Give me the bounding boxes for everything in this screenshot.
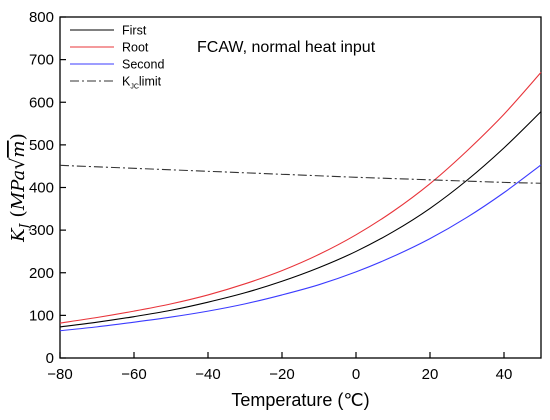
y-tick-label: 400 [29, 180, 54, 197]
x-tick-label: −40 [195, 366, 220, 383]
y-axis-title-text: KJ (MPa√m) [7, 133, 31, 243]
series-line-kjc-limit [59, 164, 542, 184]
legend-item: KJClimit [70, 75, 162, 91]
x-tick-label: −20 [269, 366, 294, 383]
legend-label: Root [122, 41, 149, 55]
chart-annotation: FCAW, normal heat input [197, 39, 376, 56]
y-tick-label: 100 [29, 307, 54, 324]
legend-label: Second [122, 58, 164, 72]
y-tick-label: 600 [29, 94, 54, 111]
legend-item: Second [70, 58, 164, 72]
series-line-root [59, 72, 542, 324]
y-axis: 0 100 200 300 400 500 600 700 800 [29, 9, 66, 367]
legend-item: Root [70, 41, 149, 55]
series-layer [59, 72, 542, 332]
y-axis-title: KJ (MPa√m) [7, 133, 31, 243]
x-axis-title: Temperature (℃) [231, 390, 369, 410]
x-tick-label: 40 [496, 366, 513, 383]
y-tick-label: 700 [29, 52, 54, 69]
legend: First Root Second KJClimit [70, 24, 164, 91]
y-tick-label: 800 [29, 9, 54, 26]
y-tick-label: 200 [29, 265, 54, 282]
x-tick-label: −60 [121, 366, 146, 383]
legend-label: KJClimit [122, 75, 162, 91]
y-tick-label: 0 [46, 350, 54, 367]
y-tick-label: 500 [29, 137, 54, 154]
x-tick-label: 0 [352, 366, 360, 383]
series-line-second [59, 164, 542, 332]
x-tick-label: 20 [422, 366, 439, 383]
legend-label: First [122, 24, 147, 38]
series-line-first [59, 111, 542, 328]
y-tick-label: 300 [29, 222, 54, 239]
legend-item: First [70, 24, 147, 38]
x-axis: −80 −60 −40 −20 0 20 40 [47, 352, 512, 383]
x-tick-label: −80 [47, 366, 72, 383]
